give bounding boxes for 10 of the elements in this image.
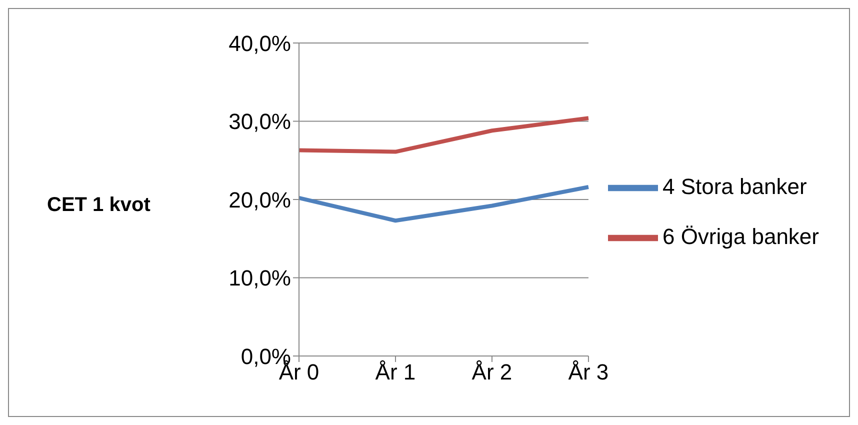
y-axis-title: CET 1 kvot xyxy=(47,194,150,217)
x-tick-label: År 2 xyxy=(472,360,512,385)
legend-label: 6 Övriga banker xyxy=(662,223,819,248)
legend-label: 4 Stora banker xyxy=(662,173,807,198)
x-tick-label: År 3 xyxy=(568,360,609,385)
x-tick-label: År 1 xyxy=(375,360,416,385)
y-tick-label: 30,0% xyxy=(228,109,291,134)
y-tick-label: 20,0% xyxy=(228,187,291,212)
y-tick-label: 40,0% xyxy=(228,30,291,56)
y-tick-label: 10,0% xyxy=(228,266,291,291)
